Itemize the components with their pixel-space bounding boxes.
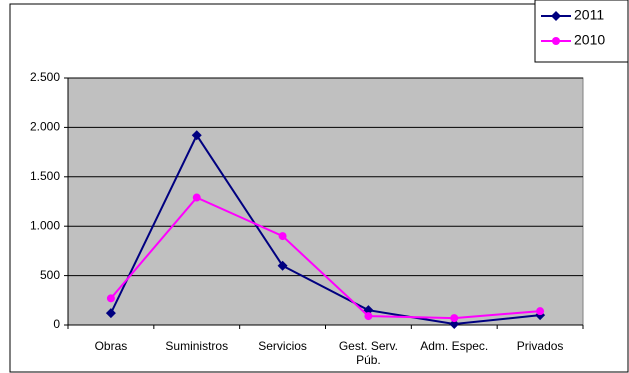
y-tick-label: 500: [40, 268, 60, 282]
legend-box: [534, 0, 629, 63]
data-point: [450, 314, 459, 323]
y-tick-label: 0: [53, 317, 60, 331]
x-tick-label: Gest. Serv. Púb.: [338, 339, 398, 367]
x-tick-label: Adm. Espec.: [420, 339, 489, 353]
x-tick-label: Privados: [516, 339, 564, 353]
data-point: [105, 308, 116, 319]
plot-area: [67, 77, 584, 326]
data-point: [191, 130, 202, 141]
legend-marker: [551, 11, 561, 21]
x-tick-label: Obras: [94, 339, 128, 353]
y-tick-label: 1.000: [30, 218, 60, 232]
data-point: [278, 232, 287, 241]
y-tick-label: 2.500: [30, 70, 60, 84]
data-point: [277, 260, 288, 271]
y-tick-label: 2.000: [30, 120, 60, 134]
series-line: [110, 196, 541, 320]
data-point: [192, 193, 201, 202]
data-point: [106, 294, 115, 303]
data-point: [449, 319, 460, 330]
x-tick-label: Servicios: [258, 339, 307, 353]
legend-marker: [552, 37, 560, 45]
legend-label: 2011: [574, 7, 604, 23]
legend-label: 2010: [574, 32, 605, 48]
y-tick-label: 1.500: [30, 169, 60, 183]
data-point: [364, 312, 373, 321]
series-line: [110, 133, 541, 326]
data-point: [536, 307, 545, 316]
x-tick-label: Suministros: [165, 339, 229, 353]
